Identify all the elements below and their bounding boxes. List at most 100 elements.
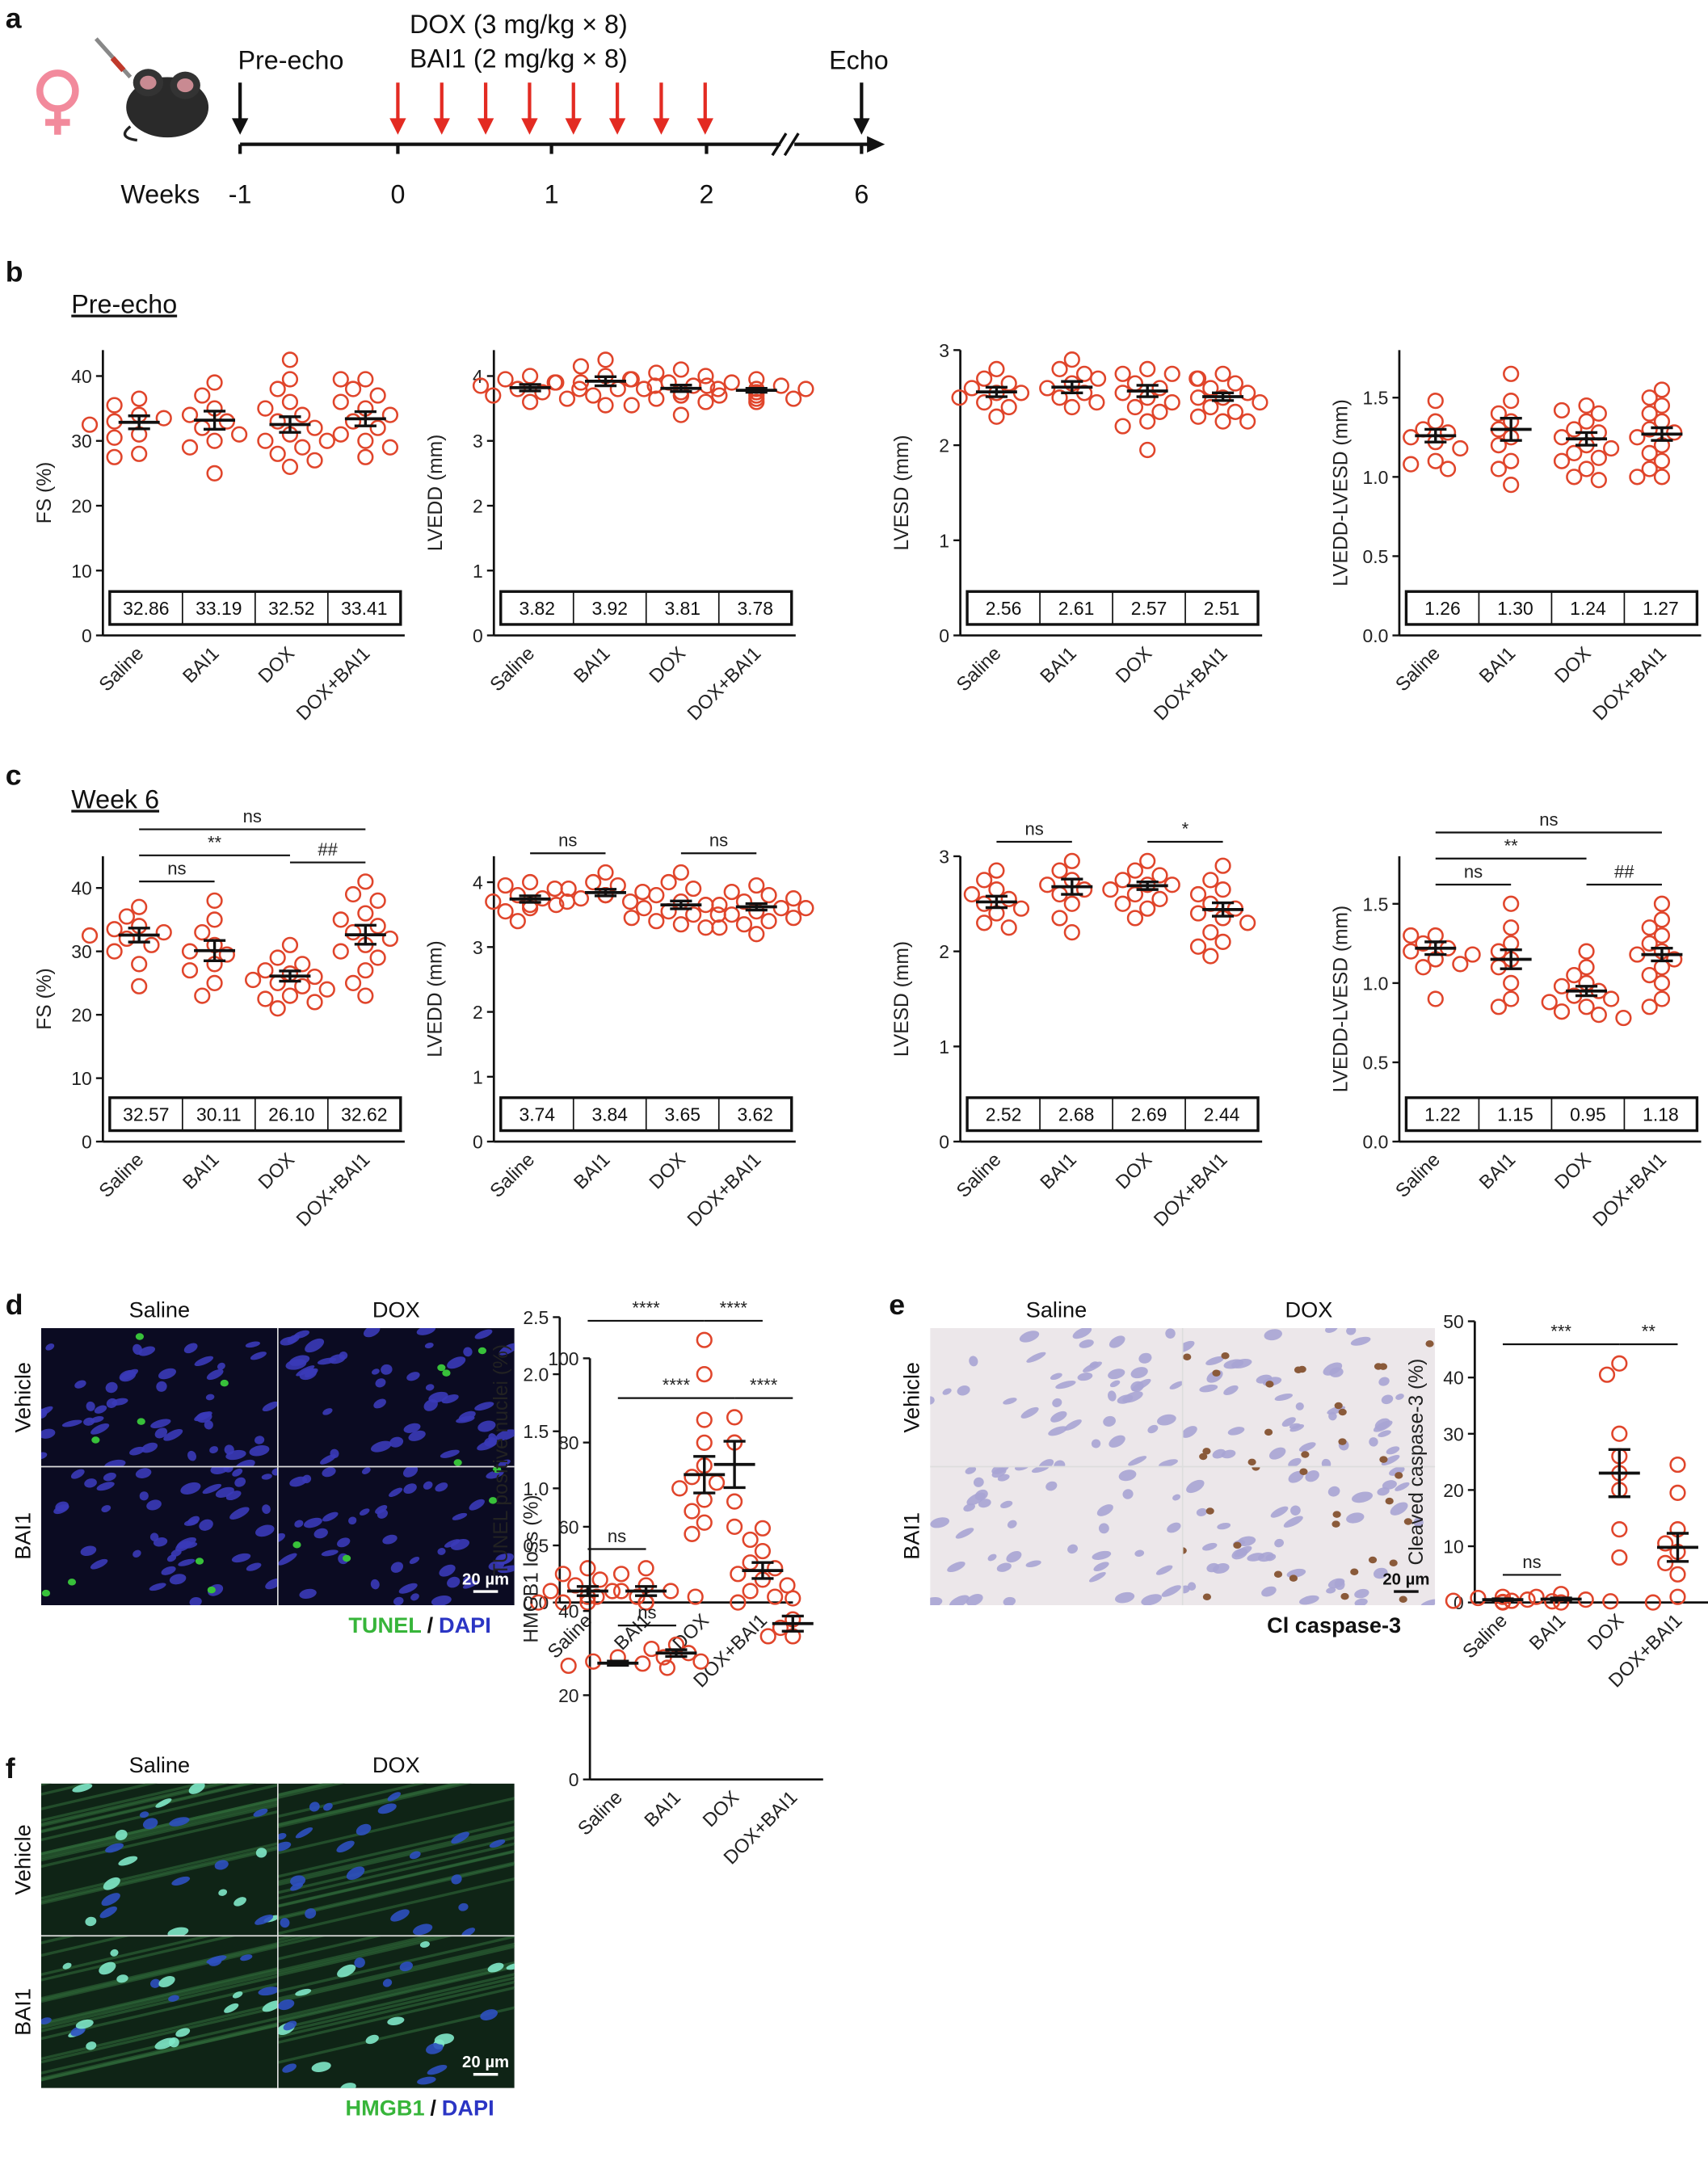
data-point	[1553, 429, 1571, 446]
y-axis-label: TUNEL positive nuclei (%)	[490, 1344, 512, 1575]
error-bar	[1575, 431, 1598, 447]
nucleus	[103, 1459, 126, 1467]
data-point	[585, 1653, 602, 1670]
y-tick-label: 2.5	[523, 1307, 549, 1328]
nucleus	[1274, 1538, 1284, 1548]
data-point	[597, 864, 614, 881]
data-point	[976, 872, 993, 889]
data-point	[672, 406, 689, 423]
nucleus	[1167, 1522, 1181, 1533]
section-title: Pre-echo	[71, 290, 177, 319]
data-point	[748, 877, 765, 894]
nucleus	[1326, 1587, 1336, 1594]
data-point	[1403, 429, 1420, 446]
data-point	[1503, 990, 1520, 1007]
data-point	[1490, 999, 1507, 1015]
data-point	[1151, 890, 1168, 908]
nucleus	[245, 1341, 260, 1348]
nucleus	[1328, 1411, 1337, 1421]
stain-label: Cl caspase-3	[1267, 1612, 1401, 1638]
data-point	[1189, 370, 1207, 387]
nucleus	[480, 2009, 498, 2020]
nucleus	[399, 1961, 413, 1972]
data-point	[748, 371, 765, 388]
stain-spot	[493, 1466, 502, 1474]
stain-spot	[195, 1558, 204, 1565]
data-point	[1566, 421, 1583, 438]
nucleus	[90, 1423, 110, 1435]
data-point	[1063, 924, 1080, 941]
data-point	[344, 885, 362, 903]
data-point	[1653, 974, 1671, 991]
data-point	[318, 981, 335, 998]
fiber	[277, 1980, 515, 2038]
nucleus	[156, 1381, 167, 1392]
timeline-tick-label: 6	[854, 180, 869, 209]
nucleus	[382, 1534, 398, 1545]
significance-label: ****	[663, 1375, 691, 1395]
nucleus	[1019, 1331, 1040, 1343]
timeline-tick-label: -1	[229, 180, 252, 209]
stain-spot	[1289, 1575, 1298, 1582]
nucleus	[1026, 1352, 1046, 1363]
nucleus	[1298, 1442, 1316, 1452]
data-point	[206, 374, 223, 391]
data-point	[497, 371, 514, 388]
micrograph-panel	[277, 1328, 515, 1467]
y-tick-label: 50	[1443, 1311, 1463, 1332]
nucleus	[139, 1491, 149, 1501]
data-point	[711, 387, 728, 404]
stain-spot	[488, 1497, 498, 1504]
data-point	[797, 380, 814, 397]
data-point	[1000, 398, 1017, 416]
nucleus	[323, 1802, 333, 1811]
data-point	[621, 893, 639, 910]
nucleus	[305, 1368, 318, 1378]
data-point	[281, 987, 299, 1004]
fiber	[277, 1797, 515, 1855]
fiber	[40, 1942, 278, 2000]
row-label: BAI1	[10, 1512, 35, 1560]
data-point	[726, 1518, 743, 1536]
nucleus	[463, 1347, 473, 1357]
data-point	[709, 380, 726, 397]
nucleus	[496, 1553, 514, 1565]
nucleus	[337, 1537, 351, 1548]
data-point	[369, 949, 386, 966]
y-tick-label: 40	[558, 1601, 578, 1622]
stain-spot	[1299, 1468, 1308, 1475]
mean-label: 33.19	[196, 598, 242, 619]
nucleus	[1109, 1380, 1121, 1388]
data-point	[572, 358, 590, 375]
data-point	[131, 445, 148, 462]
nucleus	[255, 1524, 275, 1537]
data-point	[1214, 881, 1231, 898]
nucleus	[1103, 1415, 1116, 1427]
stain-spot	[1212, 1369, 1221, 1377]
nucleus	[1352, 1491, 1374, 1503]
nucleus	[499, 1343, 515, 1356]
nucleus	[447, 1576, 461, 1588]
nucleus	[1237, 1536, 1256, 1547]
nucleus	[285, 1359, 307, 1370]
nucleus	[474, 1402, 494, 1411]
nucleus	[965, 1594, 983, 1606]
data-point	[1139, 360, 1156, 378]
data-point	[1653, 895, 1671, 912]
data-point	[1578, 397, 1595, 414]
error-bar	[781, 1614, 804, 1633]
stain-spot	[1265, 1381, 1274, 1388]
data-point	[579, 1560, 596, 1577]
nucleus	[217, 1362, 225, 1370]
fiber	[277, 1877, 515, 1936]
nucleus	[1413, 1517, 1424, 1528]
data-point	[1666, 951, 1683, 968]
y-tick-label: 40	[1443, 1368, 1463, 1389]
nucleus	[94, 1405, 107, 1414]
nucleus	[387, 2016, 405, 2025]
stain-spot	[1252, 1466, 1260, 1471]
significance-label: ns	[1464, 862, 1483, 882]
stain-spot	[342, 1554, 351, 1562]
data-point	[672, 916, 689, 933]
nucleus	[196, 1411, 212, 1423]
